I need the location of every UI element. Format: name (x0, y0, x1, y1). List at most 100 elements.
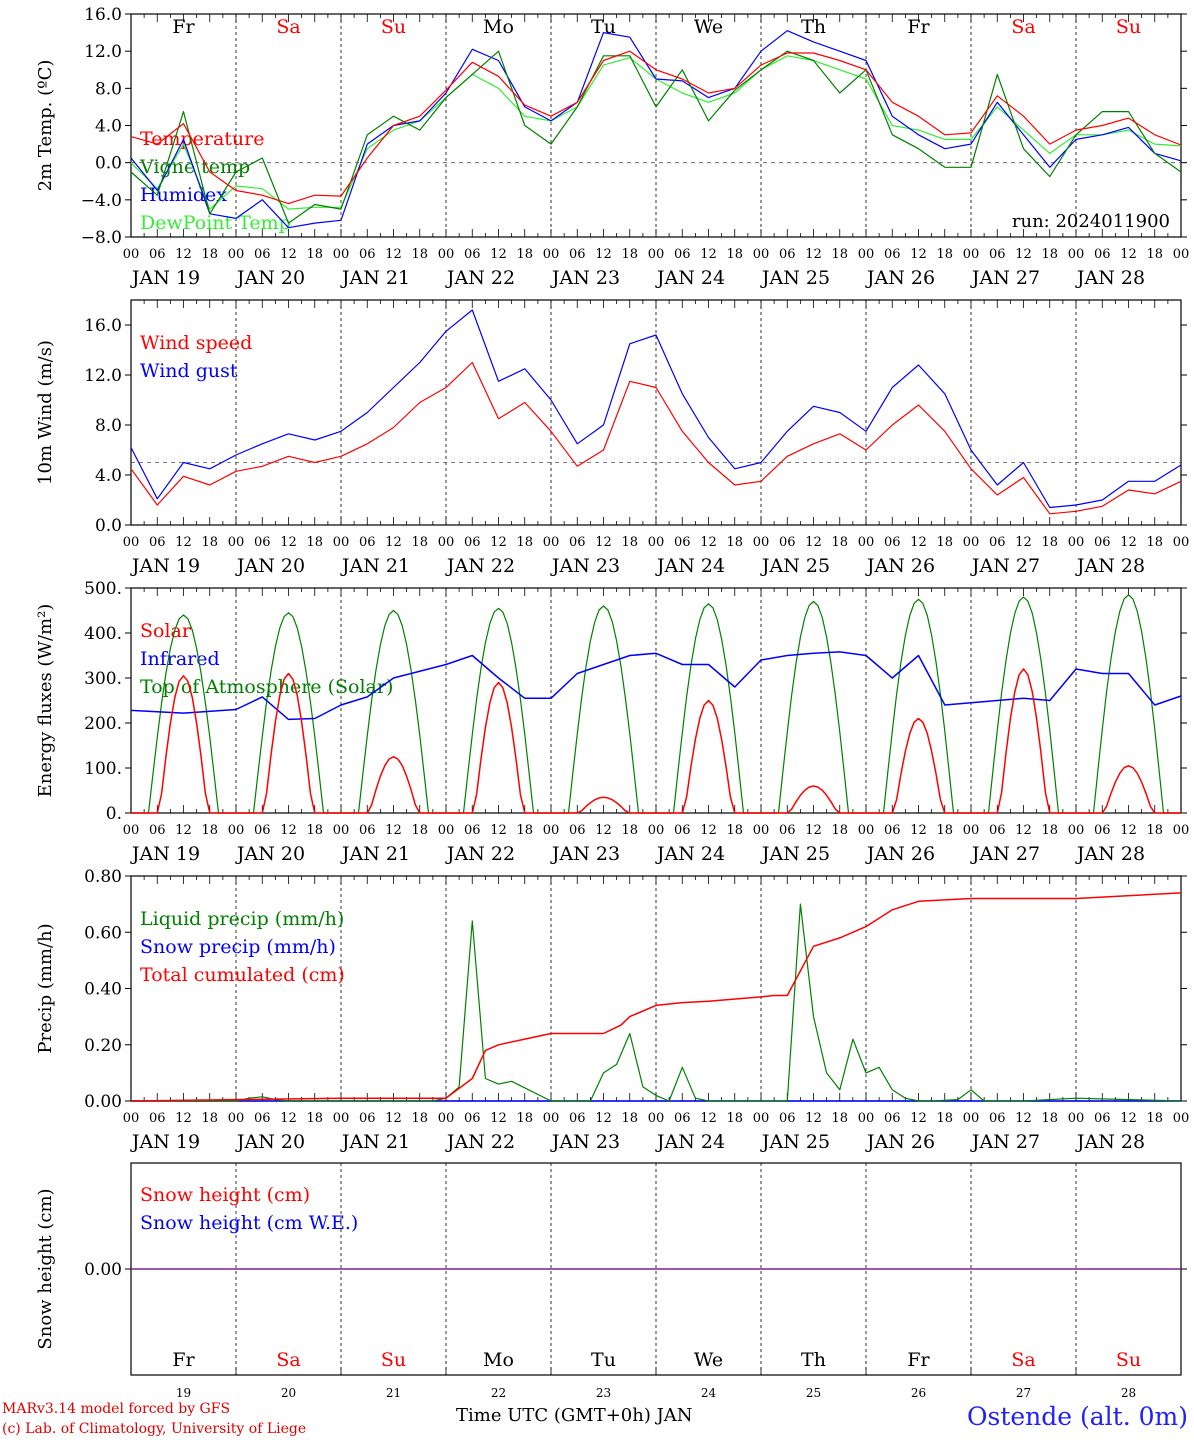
date-label: JAN 26 (865, 843, 935, 865)
legend-entry-red: Wind speed (140, 332, 252, 354)
x-tick-label: 12 (1120, 823, 1137, 838)
x-tick-label: 18 (201, 535, 218, 550)
date-label: JAN 22 (445, 843, 515, 865)
x-tick-label: 18 (936, 247, 953, 262)
x-tick-label: 18 (306, 823, 323, 838)
x-tick-label: 06 (359, 247, 376, 262)
date-label: JAN 26 (865, 555, 935, 577)
station-label: Ostende (alt. 0m) (967, 1402, 1188, 1431)
x-tick-label: 06 (779, 823, 796, 838)
x-tick-label: 12 (1120, 247, 1137, 262)
series-line-blue (130, 309, 1182, 509)
x-tick-label: 12 (1120, 1111, 1137, 1126)
x-tick-label: 12 (490, 1111, 507, 1126)
x-tick-label: 00 (543, 823, 560, 838)
x-tick-label: 00 (228, 535, 245, 550)
x-tick-label: 18 (1041, 247, 1058, 262)
x-tick-label: 06 (569, 823, 586, 838)
x-tick-label: 00 (543, 535, 560, 550)
x-tick-label: 00 (648, 535, 665, 550)
date-label: JAN 23 (550, 1131, 620, 1153)
x-tick-label: 18 (936, 823, 953, 838)
y-axis-label: Energy fluxes (W/m²) (35, 604, 56, 798)
y-axis-label: Snow height (cm) (35, 1188, 56, 1349)
credit-line-model: MARv3.14 model forced by GFS (2, 1401, 231, 1417)
legend-entry-green: Vigne temp (139, 156, 250, 178)
x-tick-label: 12 (805, 1111, 822, 1126)
weekday-label: Tu (591, 1349, 616, 1371)
y-tick-label: 0.60 (84, 923, 122, 943)
x-tick-label: 06 (569, 1111, 586, 1126)
day-number-label: 19 (176, 1386, 191, 1400)
x-tick-label: 06 (779, 1111, 796, 1126)
x-tick-label: 18 (1146, 535, 1163, 550)
x-tick-label: 18 (1146, 1111, 1163, 1126)
x-tick-label: 06 (674, 823, 691, 838)
date-label: JAN 21 (340, 1131, 410, 1153)
x-tick-label: 18 (621, 1111, 638, 1126)
y-tick-label: 400. (84, 624, 122, 644)
x-tick-label: 18 (621, 247, 638, 262)
date-label: JAN 25 (760, 267, 830, 289)
weekday-label: Su (381, 1349, 406, 1371)
date-label: JAN 28 (1075, 267, 1145, 289)
x-tick-label: 00 (963, 823, 980, 838)
date-label: JAN 23 (550, 843, 620, 865)
x-tick-label: 12 (175, 823, 192, 838)
x-tick-label: 12 (385, 823, 402, 838)
x-tick-label: 06 (989, 823, 1006, 838)
x-tick-label: 00 (1068, 247, 1085, 262)
date-label: JAN 22 (445, 1131, 515, 1153)
x-tick-label: 18 (411, 823, 428, 838)
weekday-label: Sa (276, 16, 300, 38)
y-tick-label: 0.00 (84, 1260, 122, 1280)
weekday-label: Sa (1011, 1349, 1035, 1371)
date-label: JAN 27 (970, 267, 1040, 289)
x-tick-label: 18 (936, 1111, 953, 1126)
y-tick-label: 100. (84, 759, 122, 779)
y-tick-label: 0. (106, 804, 122, 824)
x-tick-label: 12 (1015, 1111, 1032, 1126)
weekday-label: Tu (591, 16, 616, 38)
x-tick-label: 00 (333, 823, 350, 838)
series-line-blue (130, 651, 1182, 721)
x-tick-label: 06 (569, 247, 586, 262)
x-tick-label: 00 (228, 823, 245, 838)
x-tick-label: 06 (359, 823, 376, 838)
x-tick-label: 06 (359, 1111, 376, 1126)
x-tick-label: 06 (464, 1111, 481, 1126)
y-tick-label: −4.0 (81, 191, 122, 211)
x-tick-label: 00 (858, 247, 875, 262)
date-label: JAN 22 (445, 267, 515, 289)
x-tick-label: 00 (438, 247, 455, 262)
y-tick-label: 0.0 (95, 154, 122, 174)
date-label: JAN 19 (130, 843, 200, 865)
x-tick-label: 00 (753, 247, 770, 262)
x-tick-label: 00 (123, 247, 140, 262)
weekday-label: Sa (1011, 16, 1035, 38)
x-tick-label: 18 (306, 535, 323, 550)
x-tick-label: 06 (989, 535, 1006, 550)
x-tick-label: 12 (385, 247, 402, 262)
x-tick-label: 06 (1094, 535, 1111, 550)
date-label: JAN 24 (655, 555, 725, 577)
x-tick-label: 00 (648, 247, 665, 262)
x-tick-label: 12 (805, 247, 822, 262)
x-tick-label: 06 (779, 535, 796, 550)
x-tick-label: 12 (910, 823, 927, 838)
x-tick-label: 12 (700, 1111, 717, 1126)
x-tick-label: 00 (963, 535, 980, 550)
date-label: JAN 20 (235, 843, 305, 865)
legend-entry-blue: Humidex (140, 184, 227, 206)
date-label: JAN 24 (655, 267, 725, 289)
y-tick-label: 0.00 (84, 1092, 122, 1112)
x-tick-label: 00 (438, 823, 455, 838)
y-axis-label: Precip (mm/h) (35, 923, 56, 1053)
x-tick-label: 00 (333, 247, 350, 262)
x-tick-label: 06 (1094, 823, 1111, 838)
x-tick-label: 06 (884, 247, 901, 262)
date-label: JAN 27 (970, 555, 1040, 577)
x-tick-label: 12 (1015, 247, 1032, 262)
y-tick-label: 0.80 (84, 867, 122, 887)
y-tick-label: 300. (84, 669, 122, 689)
